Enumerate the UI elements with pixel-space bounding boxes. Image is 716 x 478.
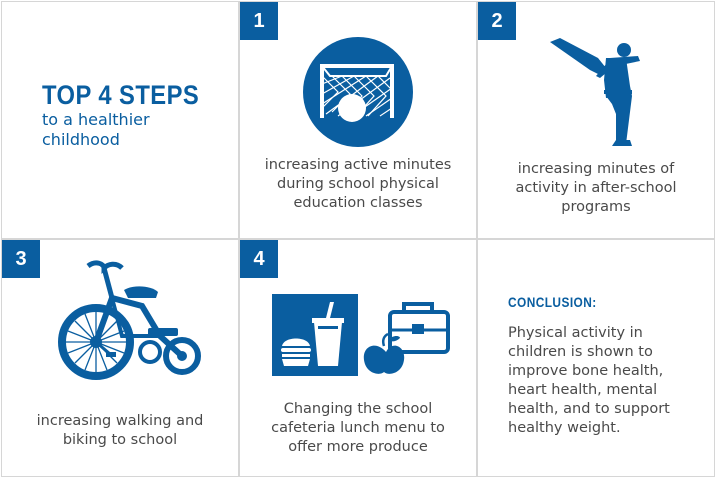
soccer-goal-icon — [302, 36, 414, 152]
conclusion-line-6: healthy weight. — [508, 420, 621, 436]
conclusion-line-3: improve bone health, — [508, 363, 664, 379]
step-3-badge: 3 — [2, 240, 40, 278]
step-4-cell: 4 — [239, 239, 477, 477]
step-3-line-1: increasing walking and — [36, 413, 204, 429]
page-title: TOP 4 STEPS — [42, 80, 200, 110]
step-1-line-1: increasing active minutes — [264, 157, 452, 173]
step-4-badge: 4 — [240, 240, 278, 278]
step-3-caption: increasing walking and biking to school — [8, 412, 232, 450]
step-1-badge: 1 — [240, 2, 278, 40]
step-4-line-3: offer more produce — [288, 439, 428, 455]
step-3-cell: 3 — [1, 239, 239, 477]
conclusion-line-2: children is shown to — [508, 344, 653, 360]
step-1-caption: increasing active minutes during school … — [246, 156, 470, 213]
step-1-line-2: during school physical — [277, 176, 439, 192]
step-2-line-2: activity in after-school — [515, 180, 677, 196]
subtitle-line-1: to a healthier — [42, 110, 150, 129]
conclusion-line-5: health, and to support — [508, 401, 670, 417]
step-3-line-2: biking to school — [62, 432, 178, 448]
step-2-caption: increasing minutes of activity in after-… — [484, 160, 708, 217]
step-4-line-2: cafeteria lunch menu to — [271, 420, 445, 436]
conclusion-title: CONCLUSION: — [508, 294, 597, 310]
subtitle-line-2: childhood — [42, 130, 120, 149]
title-block: TOP 4 STEPS to a healthier childhood — [42, 80, 221, 150]
step-2-line-3: programs — [561, 199, 631, 215]
martial-arts-kick-icon — [546, 36, 646, 152]
step-1-line-3: education classes — [293, 195, 423, 211]
conclusion-cell: CONCLUSION: Physical activity in childre… — [477, 239, 715, 477]
tricycle-icon — [52, 256, 202, 395]
step-2-badge: 2 — [478, 2, 516, 40]
step-2-line-1: increasing minutes of — [517, 161, 675, 177]
step-4-line-1: Changing the school — [283, 401, 433, 417]
lunch-food-icon — [272, 294, 452, 380]
conclusion-line-4: heart health, mental — [508, 382, 658, 398]
conclusion-body: Physical activity in children is shown t… — [508, 324, 708, 438]
step-4-caption: Changing the school cafeteria lunch menu… — [246, 400, 470, 457]
step-1-cell: 1 — [239, 1, 477, 239]
step-2-cell: 2 — [477, 1, 715, 239]
conclusion-line-1: Physical activity in — [508, 325, 643, 341]
title-cell: TOP 4 STEPS to a healthier childhood — [1, 1, 239, 239]
